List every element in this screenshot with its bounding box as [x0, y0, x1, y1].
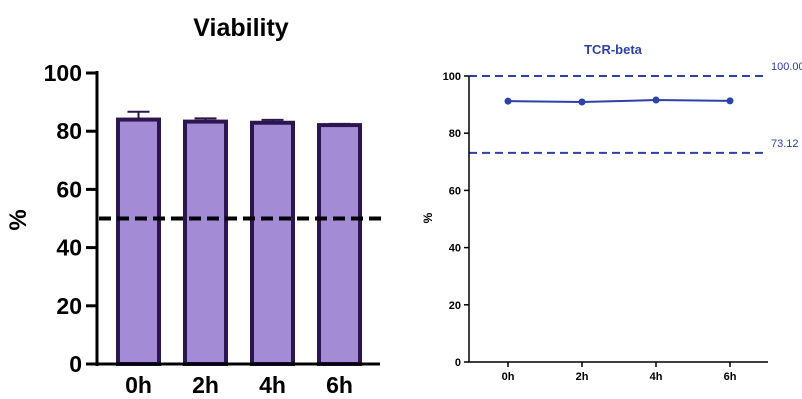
viability-x-tick-label: 4h	[259, 372, 286, 398]
viability-y-tick-label: 20	[56, 293, 82, 319]
viability-bar	[317, 123, 362, 366]
viability-x-tick-labels: 0h 2h 4h 6h	[125, 372, 353, 398]
viability-y-ticks: 0 20 40 60 80 100	[44, 60, 97, 377]
viability-bar	[250, 120, 295, 366]
viability-y-tick-label: 0	[69, 351, 82, 377]
viability-bar	[116, 117, 161, 366]
viability-y-tick-label: 60	[56, 176, 82, 202]
viability-x-tick-label: 2h	[192, 372, 219, 398]
viability-y-axis-label: %	[5, 209, 32, 230]
viability-y-tick-label: 80	[56, 118, 82, 144]
viability-x-tick-label: 6h	[326, 372, 353, 398]
viability-bar	[183, 119, 228, 366]
viability-bars	[116, 110, 362, 366]
viability-x-tick-label: 0h	[125, 372, 152, 398]
viability-y-tick-label: 40	[56, 235, 82, 261]
viability-chart-title: Viability	[193, 14, 289, 42]
viability-y-tick-label: 100	[44, 60, 82, 86]
